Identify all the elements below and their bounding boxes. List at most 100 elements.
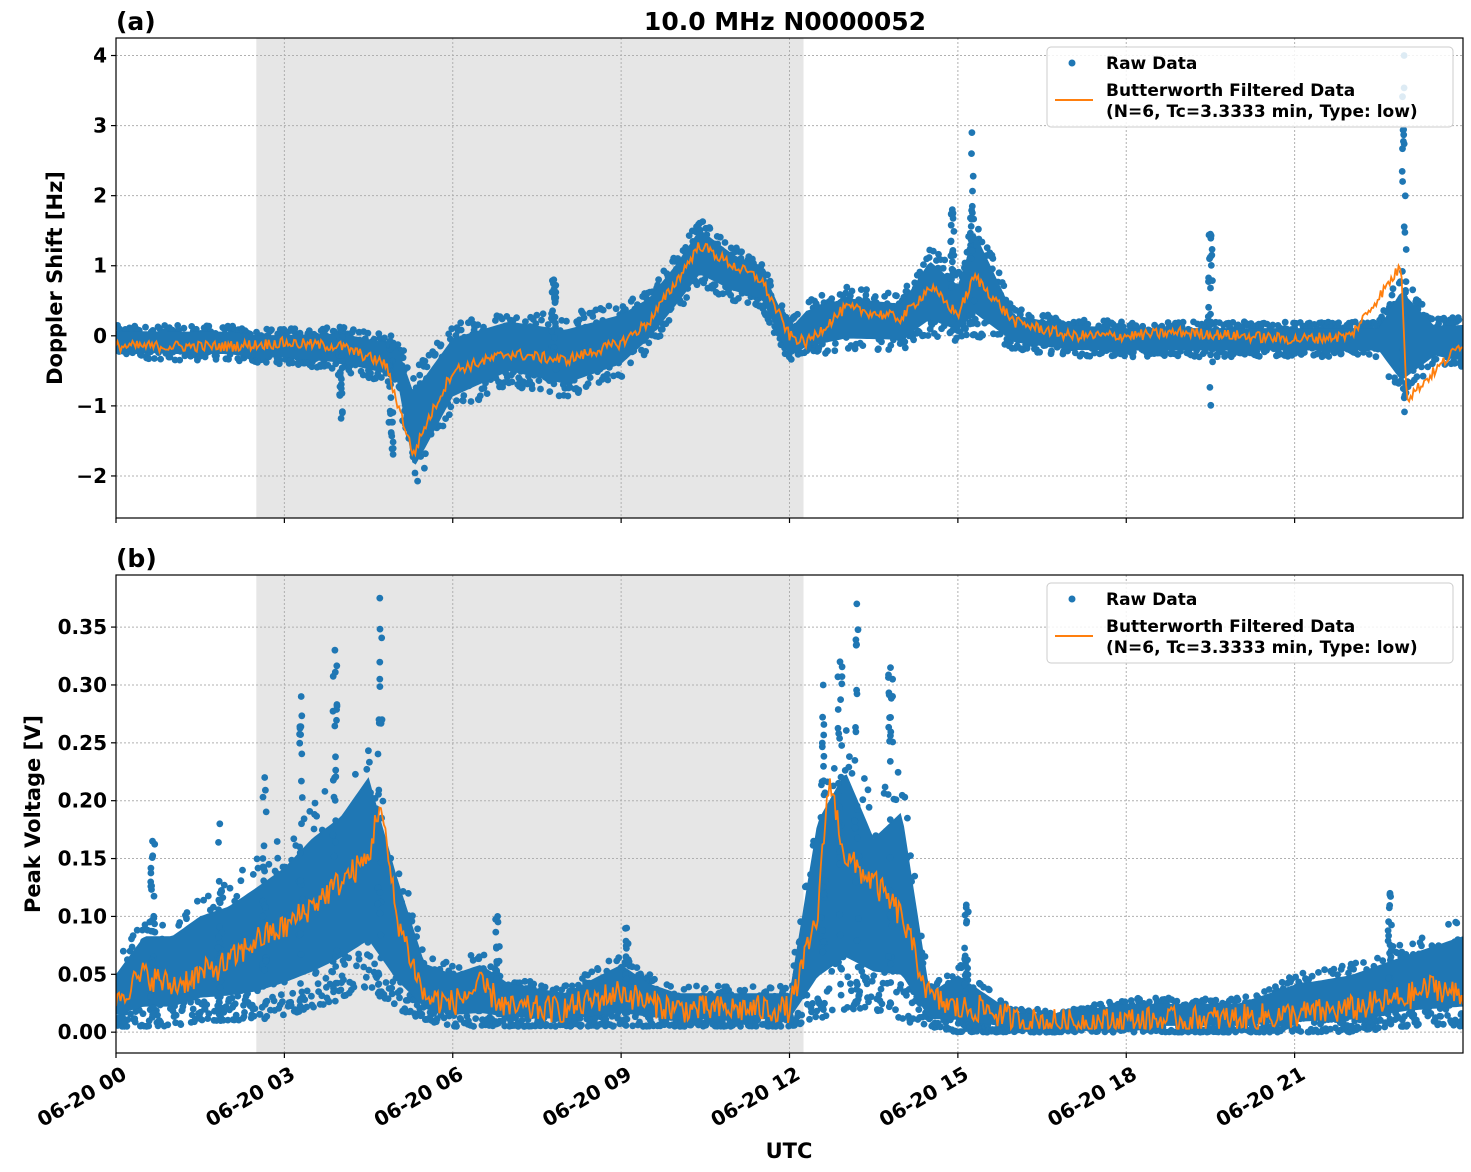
raw-data-point (615, 954, 623, 962)
raw-data-point (404, 996, 412, 1004)
raw-data-point (341, 961, 348, 968)
raw-data-point (821, 789, 829, 797)
raw-data-point (183, 909, 191, 916)
raw-data-point (893, 292, 900, 300)
raw-data-point (828, 295, 836, 302)
raw-data-point (416, 371, 424, 379)
raw-data-point (821, 999, 828, 1007)
raw-data-point (612, 305, 620, 313)
raw-data-point (279, 998, 286, 1006)
raw-data-point (794, 310, 801, 318)
raw-data-point (457, 326, 465, 334)
y-tick-label: 3 (93, 114, 107, 138)
raw-data-point (228, 994, 236, 1002)
raw-data-point (1213, 353, 1221, 361)
raw-data-point (119, 947, 127, 955)
raw-data-point (347, 369, 355, 377)
raw-data-spike-point (1402, 287, 1409, 294)
raw-data-point (1179, 318, 1187, 326)
raw-data-point (863, 286, 870, 294)
raw-data-point (1139, 322, 1147, 330)
raw-data-point (1388, 291, 1396, 299)
raw-data-spike-point (947, 221, 955, 229)
raw-data-point (289, 989, 297, 997)
raw-data-point (449, 962, 456, 970)
raw-data-point (744, 299, 752, 306)
raw-data-spike-point (551, 334, 558, 342)
raw-data-point (910, 336, 917, 344)
raw-data-point (578, 1021, 585, 1029)
raw-data-point (355, 950, 362, 958)
raw-data-point (423, 363, 431, 371)
raw-data-point (418, 1010, 426, 1018)
raw-data-point (390, 1000, 398, 1008)
raw-data-point (310, 1003, 317, 1011)
raw-data-point (767, 984, 775, 992)
y-tick-label: 4 (93, 44, 107, 68)
raw-data-point (867, 993, 875, 1001)
y-tick-label: 1 (93, 254, 107, 278)
raw-data-point (1121, 998, 1129, 1006)
raw-data-spike-point (967, 236, 975, 244)
legend-box (1046, 46, 1454, 128)
raw-data-spike-point (389, 343, 397, 351)
raw-data-point (693, 281, 701, 289)
raw-data-point (378, 374, 385, 381)
raw-data-spike-point (1398, 168, 1406, 175)
raw-data-point (332, 963, 340, 970)
raw-data-spike-point (1207, 262, 1215, 269)
raw-data-point (925, 254, 933, 261)
raw-data-spike-point (388, 445, 396, 453)
raw-data-point (782, 984, 789, 992)
raw-data-point (127, 1010, 134, 1018)
raw-data-point (263, 1012, 271, 1020)
raw-data-point (861, 1003, 869, 1011)
raw-data-point (699, 218, 707, 226)
raw-data-point (1385, 373, 1393, 381)
raw-data-point (189, 1005, 197, 1013)
raw-data-point (884, 791, 892, 798)
raw-data-point (766, 319, 773, 326)
raw-data-point (1121, 352, 1128, 360)
raw-data-point (1229, 319, 1237, 326)
raw-data-point (123, 1022, 131, 1030)
raw-data-point (535, 377, 543, 384)
raw-data-point (303, 1003, 311, 1011)
raw-data-point (1041, 1007, 1049, 1015)
raw-data-point (439, 422, 447, 430)
raw-data-spike-point (969, 172, 977, 180)
raw-data-point (1212, 996, 1220, 1004)
raw-data-point (448, 325, 456, 333)
raw-data-point (350, 326, 357, 333)
raw-data-point (830, 765, 838, 772)
raw-data-point (828, 967, 836, 975)
raw-data-point (274, 854, 282, 862)
raw-data-spike-point (389, 409, 397, 416)
raw-data-point (210, 903, 217, 911)
raw-data-point (270, 997, 278, 1005)
raw-data-point (1018, 306, 1025, 314)
raw-data-point (522, 318, 529, 325)
raw-data-point (177, 1021, 185, 1028)
raw-data-point (480, 951, 488, 959)
raw-data-spike-point (948, 283, 955, 291)
raw-data-point (410, 375, 417, 382)
raw-data-point (875, 991, 883, 999)
raw-data-spike-point (1400, 138, 1407, 145)
raw-data-point (719, 290, 727, 298)
raw-data-point (983, 244, 991, 252)
raw-data-point (865, 998, 872, 1006)
raw-data-point (337, 986, 345, 994)
raw-data-spike-peak (387, 332, 395, 340)
raw-data-point (1325, 353, 1333, 360)
raw-data-point (848, 287, 856, 295)
raw-data-point (721, 239, 729, 246)
raw-data-point (859, 342, 867, 349)
raw-data-point (476, 392, 484, 400)
raw-data-point (941, 256, 949, 264)
raw-data-point (400, 347, 407, 354)
raw-data-point (749, 983, 757, 990)
raw-data-spike-point (967, 223, 975, 230)
